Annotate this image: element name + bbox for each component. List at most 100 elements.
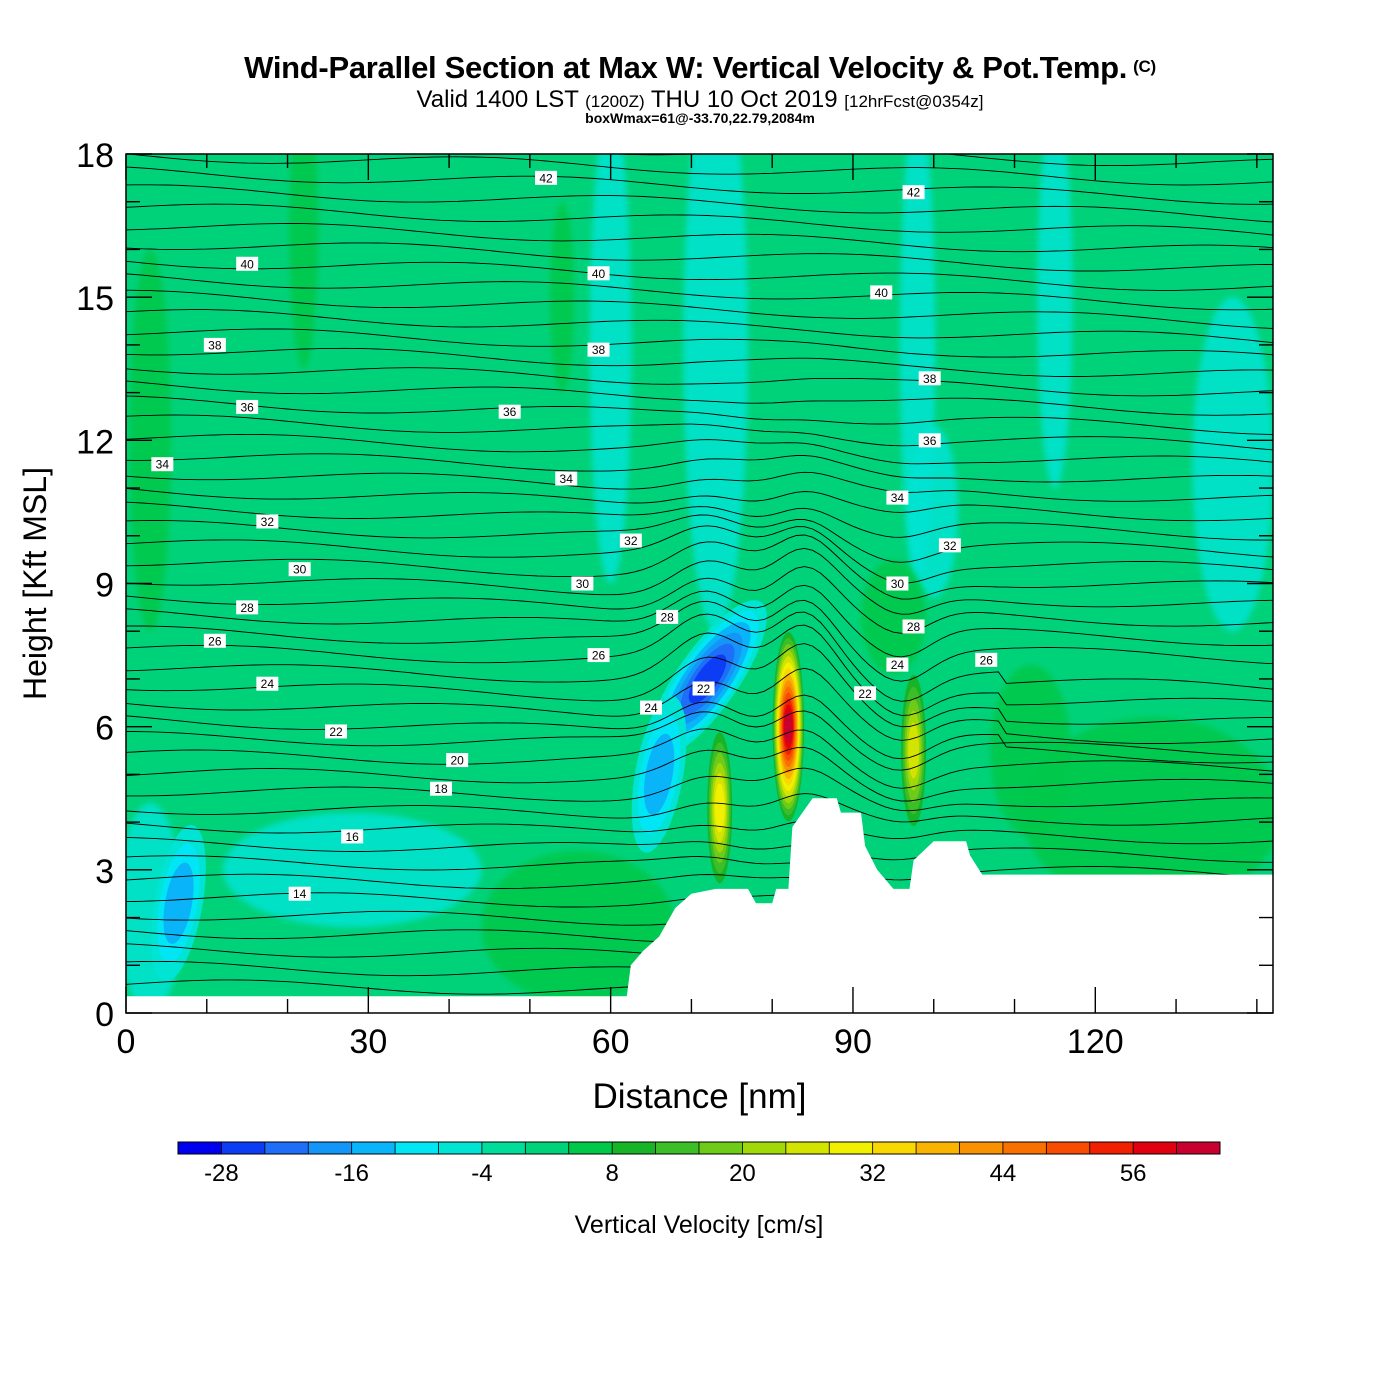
isentrope-label-box bbox=[236, 399, 259, 414]
isentrope-label-box bbox=[975, 652, 998, 667]
isentrope-line bbox=[126, 154, 1273, 186]
colorbar-swatch bbox=[395, 1142, 439, 1154]
isentrope-line bbox=[126, 820, 1273, 845]
y-tick-label: 12 bbox=[76, 423, 114, 461]
colorbar-tick-label: 20 bbox=[729, 1160, 756, 1187]
isentrope-label: 26 bbox=[203, 633, 226, 648]
isentrope-label-box bbox=[203, 633, 226, 648]
isentrope-label-box bbox=[535, 170, 558, 185]
colorbar-swatch bbox=[699, 1142, 743, 1154]
chart-subtitle: Valid 1400 LST (1200Z) THU 10 Oct 2019 [… bbox=[0, 86, 1400, 114]
isentrope-line bbox=[126, 79, 1273, 115]
isentrope-label-box bbox=[288, 562, 311, 577]
downdraft-contour bbox=[169, 881, 188, 926]
isentrope-label-text: 38 bbox=[923, 372, 937, 386]
isentrope-line bbox=[126, 414, 1273, 451]
isentrope-label-box bbox=[256, 514, 279, 529]
isentrope-label: 42 bbox=[535, 170, 558, 185]
isentrope-line bbox=[126, 184, 1273, 223]
isentrope-label: 34 bbox=[555, 471, 578, 486]
colorbar-swatch bbox=[1176, 1142, 1221, 1154]
isentrope-label-text: 32 bbox=[261, 515, 275, 529]
isentrope-label-text: 38 bbox=[592, 343, 606, 357]
isentrope-label: 22 bbox=[854, 686, 877, 701]
isentrope-line bbox=[126, 273, 1273, 311]
isentrope-label-text: 42 bbox=[539, 171, 553, 185]
background-anomaly bbox=[909, 426, 958, 598]
colorbar-swatch bbox=[916, 1142, 960, 1154]
isentrope-label: 18 bbox=[430, 781, 453, 796]
colorbar-swatch bbox=[785, 1142, 830, 1154]
colorbar-tick-label: 32 bbox=[859, 1160, 886, 1187]
isentrope-label-text: 34 bbox=[560, 472, 574, 486]
terrain bbox=[126, 798, 1273, 1013]
isentrope-label: 16 bbox=[341, 829, 364, 844]
isentrope-lines bbox=[126, 79, 1273, 1001]
isentrope-label: 30 bbox=[288, 562, 311, 577]
isentrope-line bbox=[126, 747, 1273, 802]
isentrope-line bbox=[126, 289, 1273, 329]
y-tick-label: 3 bbox=[95, 853, 114, 891]
isentrope-label-text: 16 bbox=[345, 830, 359, 844]
colorbar-frame bbox=[177, 1141, 1221, 1155]
isentrope-label-text: 28 bbox=[661, 610, 675, 624]
isentrope-line bbox=[126, 260, 1273, 291]
isentrope-label-text: 24 bbox=[891, 658, 905, 672]
isentrope-label-box bbox=[341, 829, 364, 844]
valid-date: THU 10 Oct 2019 bbox=[650, 86, 838, 113]
box-wmax-info: boxWmax=61@-33.70,22.79,2084m bbox=[585, 110, 815, 126]
colorbar-tick-label: -4 bbox=[471, 1160, 492, 1187]
x-axis-label: Distance [nm] bbox=[593, 1077, 807, 1116]
utc-time: (1200Z) bbox=[585, 92, 645, 111]
isentrope-label-box bbox=[236, 256, 259, 271]
isentrope-label-text: 14 bbox=[293, 887, 307, 901]
isentrope-label-text: 24 bbox=[261, 677, 275, 691]
isentrope-label-box bbox=[446, 753, 469, 768]
velocity-features bbox=[126, 154, 1273, 1013]
isentrope-label: 30 bbox=[571, 576, 594, 591]
isentrope-label: 38 bbox=[587, 342, 610, 357]
isentrope-line bbox=[607, 154, 1273, 167]
isentrope-line bbox=[126, 767, 1273, 812]
isentrope-line bbox=[126, 599, 1273, 682]
colorbar-swatch bbox=[1046, 1142, 1091, 1154]
colorbar-swatch bbox=[1002, 1142, 1047, 1154]
isentrope-line bbox=[126, 99, 1273, 128]
colorbar-swatch bbox=[221, 1142, 266, 1154]
isentrope-line bbox=[126, 547, 1273, 615]
isentrope-line bbox=[126, 793, 1273, 826]
isentrope-line bbox=[126, 710, 1273, 771]
isentrope-label-text: 32 bbox=[624, 534, 638, 548]
colorbar-swatch bbox=[872, 1142, 917, 1154]
isentrope-line bbox=[126, 728, 1273, 789]
background-anomaly bbox=[990, 664, 1072, 837]
isentrope-label-text: 26 bbox=[980, 653, 994, 667]
colorbar-swatch bbox=[1089, 1142, 1134, 1154]
isentrope-label-box bbox=[886, 490, 909, 505]
background-anomaly bbox=[589, 154, 632, 584]
forecast-info: [12hrFcst@0354z] bbox=[844, 92, 984, 111]
background-anomaly bbox=[861, 559, 926, 675]
isentrope-label-box bbox=[151, 457, 174, 472]
isentrope-label-box bbox=[555, 471, 578, 486]
isentrope-label-text: 30 bbox=[576, 577, 590, 591]
isentrope-label-box bbox=[203, 337, 226, 352]
isentrope-line bbox=[126, 566, 1273, 634]
isentrope-line bbox=[126, 328, 1273, 358]
colorbar-swatch bbox=[351, 1142, 396, 1154]
colorbar-label: Vertical Velocity [cm/s] bbox=[575, 1211, 824, 1239]
isentrope-label: 34 bbox=[151, 457, 174, 472]
isentrope-label: 40 bbox=[870, 285, 893, 300]
isentrope-label: 38 bbox=[203, 337, 226, 352]
background-anomaly bbox=[222, 812, 482, 928]
isentrope-label: 36 bbox=[498, 404, 521, 419]
isentrope-line bbox=[126, 624, 1273, 716]
background-anomaly bbox=[289, 154, 319, 369]
isentrope-label-box bbox=[938, 538, 961, 553]
isentrope-label-text: 22 bbox=[858, 687, 872, 701]
isentrope-label-box bbox=[870, 285, 893, 300]
isentrope-label-text: 28 bbox=[907, 620, 921, 634]
colorbar-swatch bbox=[1133, 1142, 1178, 1154]
